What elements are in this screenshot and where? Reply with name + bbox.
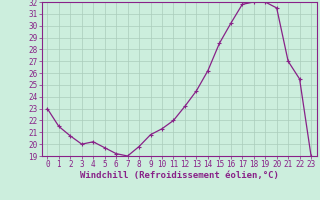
X-axis label: Windchill (Refroidissement éolien,°C): Windchill (Refroidissement éolien,°C) — [80, 171, 279, 180]
